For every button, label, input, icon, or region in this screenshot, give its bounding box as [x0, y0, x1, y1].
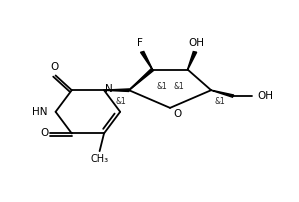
Polygon shape	[104, 89, 129, 92]
Text: O: O	[40, 128, 48, 138]
Text: &1: &1	[115, 97, 126, 106]
Text: CH₃: CH₃	[91, 154, 109, 164]
Text: &1: &1	[157, 82, 167, 91]
Text: OH: OH	[188, 38, 205, 48]
Text: F: F	[137, 38, 143, 48]
Text: &1: &1	[214, 97, 225, 106]
Polygon shape	[141, 52, 152, 70]
Text: N: N	[106, 84, 113, 94]
Text: O: O	[173, 109, 181, 119]
Polygon shape	[187, 52, 197, 70]
Polygon shape	[129, 69, 154, 90]
Text: O: O	[50, 62, 58, 72]
Text: HN: HN	[32, 107, 47, 117]
Text: OH: OH	[257, 91, 274, 101]
Polygon shape	[211, 90, 234, 97]
Text: &1: &1	[173, 82, 184, 91]
